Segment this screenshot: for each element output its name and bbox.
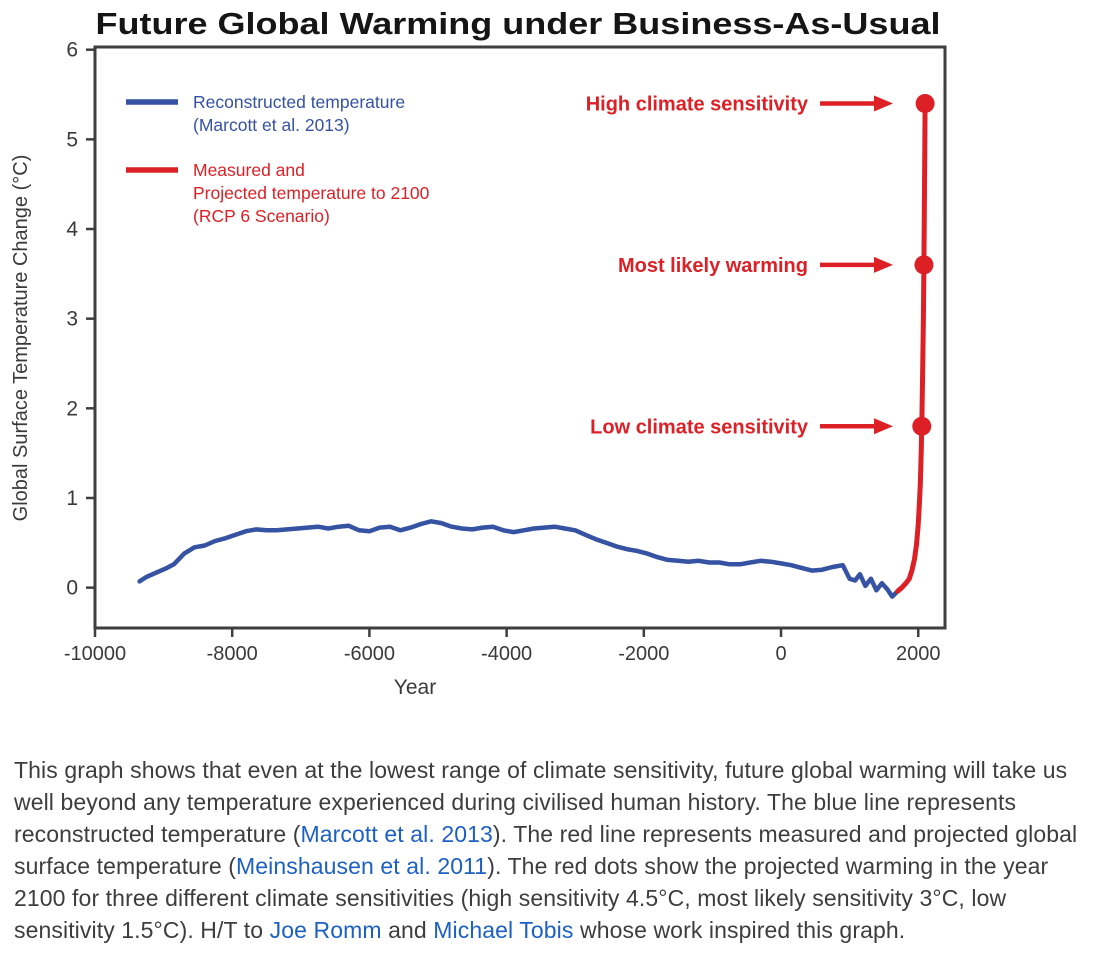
climate-chart-figure: Future Global Warming under Business-As-… bbox=[10, 6, 947, 699]
annotation-arrow-head bbox=[874, 95, 893, 112]
climate-chart: Future Global Warming under Business-As-… bbox=[10, 6, 947, 699]
y-axis-label: Global Surface Temperature Change (°C) bbox=[10, 155, 32, 522]
series-reconstructed-line bbox=[137, 519, 900, 599]
annotation-low-climate-sensitivity: Low climate sensitivity bbox=[590, 416, 932, 438]
y-tick-label: 6 bbox=[66, 39, 78, 62]
x-tick-label: 2000 bbox=[896, 643, 941, 665]
caption-text-run: whose work inspired this graph. bbox=[573, 917, 906, 943]
annotation-label: Most likely warming bbox=[618, 255, 808, 277]
chart-title: Future Global Warming under Business-As-… bbox=[96, 6, 941, 41]
y-tick-label: 3 bbox=[66, 308, 78, 331]
x-tick-label: -4000 bbox=[481, 643, 532, 665]
y-tick-label: 2 bbox=[66, 397, 78, 420]
projection-dot bbox=[915, 93, 935, 113]
caption-link[interactable]: Meinshausen et al. 2011 bbox=[235, 853, 488, 879]
legend-label: Measured and bbox=[193, 160, 305, 180]
y-tick-label: 1 bbox=[66, 487, 78, 510]
annotation-high-climate-sensitivity: High climate sensitivity bbox=[586, 93, 935, 115]
caption-text-run: ). The red line represents measured and … bbox=[14, 821, 1078, 879]
annotation-arrow-head bbox=[874, 256, 893, 273]
y-tick-label: 5 bbox=[66, 128, 78, 151]
projection-dot bbox=[912, 416, 932, 436]
y-tick-label: 4 bbox=[66, 218, 78, 241]
x-tick-label: -10000 bbox=[64, 643, 126, 665]
caption-text-run: This graph shows that even at the lowest… bbox=[14, 757, 1068, 847]
x-tick-label: -2000 bbox=[618, 643, 669, 665]
legend-label: Reconstructed temperature bbox=[193, 92, 405, 112]
legend-entry: Measured and Projected temperature to 210… bbox=[126, 160, 430, 226]
caption-link[interactable]: Michael Tobis bbox=[433, 917, 574, 943]
caption-link[interactable]: Marcott et al. 2013 bbox=[300, 821, 493, 847]
caption-link[interactable]: Joe Romm bbox=[269, 917, 382, 943]
annotation-most-likely-warming: Most likely warming bbox=[618, 255, 934, 277]
series-projected-line bbox=[895, 99, 928, 594]
projection-dot bbox=[914, 255, 934, 275]
legend-label: (RCP 6 Scenario) bbox=[193, 206, 330, 226]
y-tick-label: 0 bbox=[66, 577, 78, 600]
legend-entry: Reconstructed temperature (Marcott et al.… bbox=[126, 92, 405, 135]
caption-text-run: and bbox=[381, 917, 434, 943]
caption-paragraph: This graph shows that even at the lowest… bbox=[14, 754, 1094, 946]
annotation-arrow-head bbox=[874, 418, 893, 435]
x-tick-label: -6000 bbox=[344, 643, 395, 665]
x-tick-label: 0 bbox=[775, 643, 786, 665]
x-axis-label: Year bbox=[394, 676, 436, 699]
legend-label: Projected temperature to 2100 bbox=[193, 183, 430, 203]
caption-text-run: ). The red dots show the projected warmi… bbox=[14, 853, 1049, 943]
x-tick-label: -8000 bbox=[207, 643, 258, 665]
annotation-label: Low climate sensitivity bbox=[590, 416, 809, 438]
annotation-label: High climate sensitivity bbox=[586, 93, 809, 115]
legend-label: (Marcott et al. 2013) bbox=[193, 115, 350, 135]
